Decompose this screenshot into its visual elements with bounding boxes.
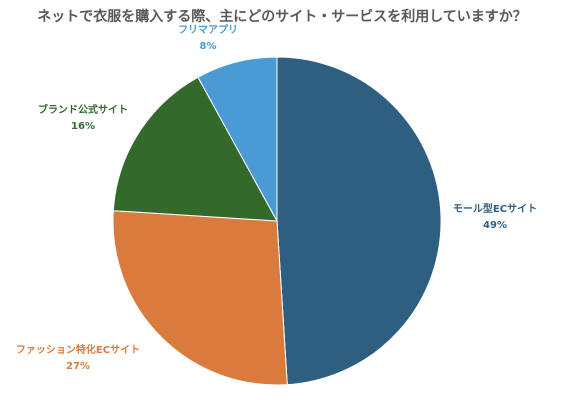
pie-slice-4 <box>197 56 278 222</box>
slice-value-label-4: 8% <box>200 41 217 52</box>
slice-label-2: ファッション特化ECサイト <box>16 343 140 356</box>
pie-slice-3 <box>112 76 278 222</box>
slice-value-label-2: 27% <box>66 361 90 372</box>
slice-label-4: フリマアプリ <box>178 23 238 36</box>
slice-value-label-3: 16% <box>71 121 95 132</box>
chart-title: ネットで衣服を購入する際、主にどのサイト・サービスを利用していますか？ <box>37 9 527 25</box>
slice-label-1: モール型ECサイト <box>453 202 537 215</box>
pie-slice-2 <box>112 210 288 386</box>
slice-value-label-1: 49% <box>483 220 507 231</box>
slice-label-3: ブランド公式サイト <box>38 103 128 116</box>
pie-slice-1 <box>276 56 442 386</box>
